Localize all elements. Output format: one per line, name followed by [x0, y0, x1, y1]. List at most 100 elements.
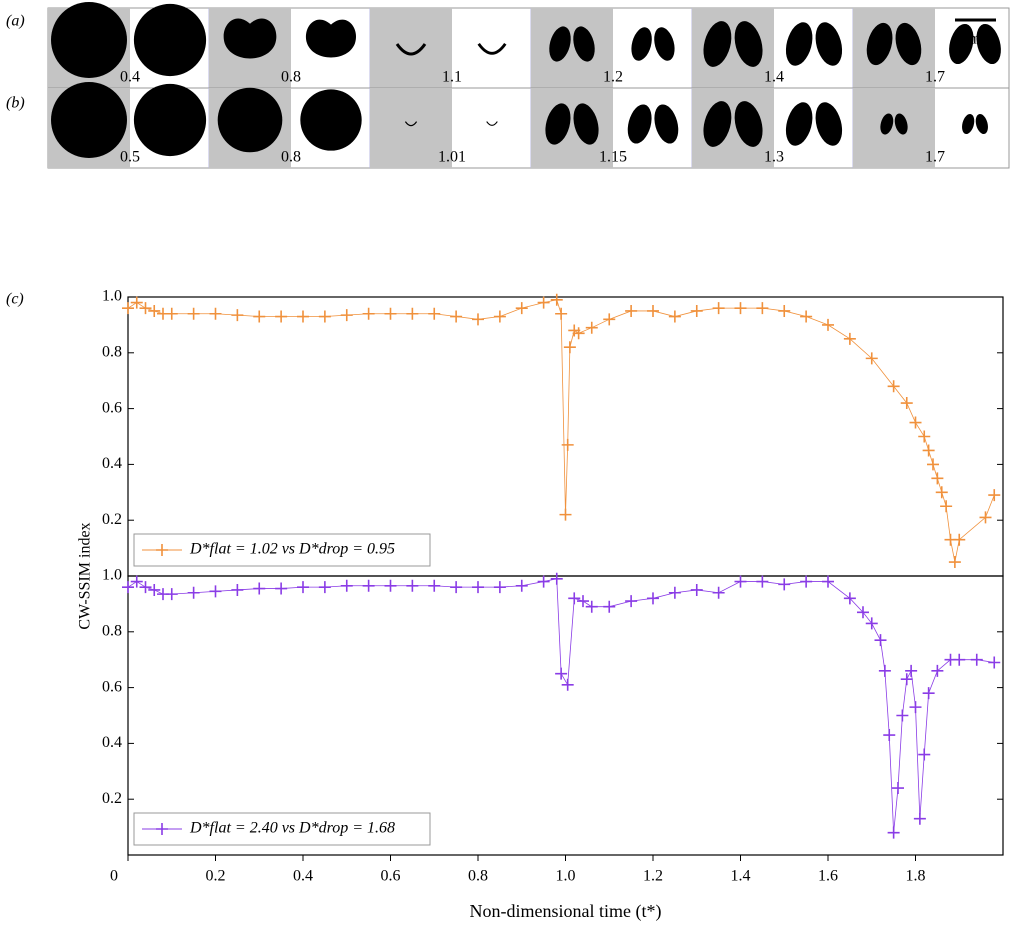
point-marker [231, 583, 244, 596]
point-marker [734, 575, 747, 588]
time-label: 1.01 [438, 149, 466, 166]
drop [51, 82, 127, 158]
point-marker [362, 579, 375, 592]
point-marker [515, 579, 528, 592]
point-marker [625, 304, 638, 317]
drop-lobe [815, 102, 843, 146]
point-marker [340, 309, 353, 322]
point-marker [563, 341, 576, 354]
drop-lobe [962, 113, 975, 135]
x-tick-label: 0 [110, 868, 118, 885]
point-marker [922, 444, 935, 457]
legend-box [133, 533, 431, 567]
x-tick-label: 0.6 [381, 868, 401, 885]
point-marker [568, 592, 581, 605]
point-marker [148, 304, 161, 317]
point-marker [406, 307, 419, 320]
time-label: 0.8 [281, 149, 301, 166]
legend-box [133, 812, 431, 846]
point-marker [896, 709, 909, 722]
point-marker [165, 588, 178, 601]
time-label: 0.5 [120, 149, 140, 166]
drop-lobe [549, 26, 571, 62]
point-marker [778, 578, 791, 591]
y-tick-label: 0.2 [102, 790, 122, 807]
point-marker [318, 581, 331, 594]
point-marker [603, 313, 616, 326]
point-marker [892, 782, 904, 795]
point-marker [450, 310, 463, 323]
legend-marker [156, 823, 168, 835]
point-marker [931, 472, 944, 485]
point-marker [734, 302, 747, 315]
y-tick-label: 1.0 [102, 567, 122, 584]
panel-frame [47, 7, 1010, 89]
point-marker [865, 617, 878, 630]
drop-lobe [627, 104, 652, 144]
drop [133, 3, 207, 77]
x-tick-label: 0.2 [206, 868, 226, 885]
drop-lobe [703, 101, 732, 147]
point-marker [690, 304, 703, 317]
time-label: 1.7 [925, 69, 945, 86]
point-marker [428, 307, 441, 320]
y-tick-label: 0.2 [102, 511, 122, 528]
point-marker [384, 579, 397, 592]
point-marker [918, 430, 931, 443]
point-marker [712, 586, 725, 599]
drop [395, 43, 427, 56]
panel-grey [370, 88, 452, 168]
point-marker [909, 416, 922, 429]
point-marker [318, 310, 331, 323]
point-marker [537, 575, 550, 588]
drop-lobe [545, 103, 571, 145]
drop-lobe [894, 113, 908, 135]
point-marker [253, 582, 266, 595]
point-marker [550, 572, 563, 585]
row-label: (a) [6, 13, 25, 30]
x-axis-label: Non-dimensional time (t*) [470, 901, 662, 922]
point-marker [900, 673, 913, 686]
y-tick-label: 0.6 [102, 399, 122, 416]
drop [217, 87, 283, 153]
x-tick-label: 1.8 [906, 868, 926, 885]
point-marker [585, 600, 598, 613]
point-marker [865, 352, 878, 365]
point-marker [603, 600, 616, 613]
time-label: 0.4 [120, 69, 140, 86]
y-axis-label: CW-SSIM index [77, 522, 94, 629]
drop [305, 19, 357, 58]
drop-lobe [734, 101, 763, 147]
x-tick-label: 0.4 [293, 868, 313, 885]
point-marker [843, 332, 856, 345]
point-marker [275, 582, 288, 595]
point-marker [647, 592, 659, 605]
time-label: 0.8 [281, 69, 301, 86]
point-marker [800, 575, 813, 588]
x-tick-label: 1.4 [731, 868, 751, 885]
point-marker [712, 302, 725, 315]
y-tick-label: 0.4 [102, 734, 122, 751]
legend-marker [156, 544, 168, 556]
x-tick-label: 0.8 [468, 868, 488, 885]
panel-grey [531, 8, 613, 88]
point-marker [537, 296, 550, 309]
point-marker [625, 595, 638, 608]
time-label: 1.4 [764, 69, 784, 86]
point-marker [139, 581, 152, 594]
drop-lobe [785, 102, 813, 146]
point-marker [979, 511, 992, 524]
point-marker [922, 687, 935, 700]
x-tick-label: 1.0 [556, 868, 576, 885]
point-marker [940, 500, 953, 513]
point-marker [130, 296, 143, 309]
point-marker [887, 826, 900, 839]
panel-grey [531, 88, 613, 168]
point-marker [690, 583, 703, 596]
point-marker [843, 592, 856, 605]
point-marker [253, 310, 266, 323]
point-marker [577, 595, 589, 608]
point-marker [918, 748, 931, 761]
point-marker [572, 327, 585, 340]
